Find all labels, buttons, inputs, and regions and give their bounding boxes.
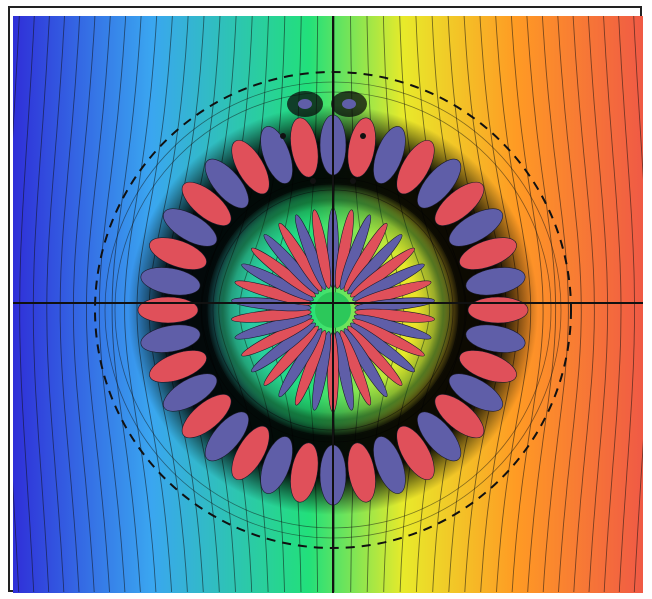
outer-lobe <box>204 158 249 209</box>
outer-lobe <box>137 296 199 324</box>
inner-lobe <box>353 314 432 340</box>
outer-lobe <box>149 350 207 383</box>
inner-lobe <box>294 214 327 290</box>
outer-lobe <box>459 350 517 383</box>
inner-lobe <box>241 318 314 357</box>
inner-lobe <box>350 247 415 298</box>
outer-lobe <box>260 126 293 184</box>
inner-lobe <box>251 322 316 373</box>
outer-lobe <box>290 117 319 178</box>
outer-lobe <box>465 324 526 353</box>
contour-line <box>633 16 643 593</box>
inner-lobe <box>347 234 403 295</box>
outer-lobe <box>434 181 485 226</box>
outer-lobe <box>149 237 207 270</box>
outer-lobe <box>373 436 406 494</box>
inner-lobe <box>334 209 354 289</box>
inner-lobe <box>294 330 327 406</box>
inner-lobe <box>350 322 415 373</box>
inner-lobe <box>234 314 313 340</box>
outer-lobe <box>448 208 503 247</box>
field-plot <box>13 16 643 593</box>
inner-lobe <box>352 318 425 357</box>
inner-lobe-ring <box>231 207 435 413</box>
outer-lobe <box>163 373 218 412</box>
outer-lobe <box>417 411 462 462</box>
outer-lobe <box>465 267 526 296</box>
inner-lobe <box>263 325 319 386</box>
top-pair-lobe <box>342 99 356 109</box>
inner-lobe <box>278 222 323 292</box>
dot-marker <box>310 178 316 184</box>
outer-lobe <box>231 425 270 480</box>
inner-lobe <box>354 308 435 323</box>
inner-lobe <box>339 330 372 406</box>
outer-lobe <box>290 442 319 503</box>
inner-lobe <box>312 331 332 411</box>
outer-lobe <box>373 126 406 184</box>
dot-marker <box>280 133 286 139</box>
inner-lobe <box>312 209 332 289</box>
outer-lobe <box>260 436 293 494</box>
inner-lobe <box>278 328 323 398</box>
outer-lobe <box>181 181 232 226</box>
outer-lobe <box>163 208 218 247</box>
outer-lobe <box>396 425 435 480</box>
inner-lobe <box>241 263 314 302</box>
outer-lobe <box>448 373 503 412</box>
inner-lobe <box>339 214 372 290</box>
inner-lobe <box>352 263 425 302</box>
inner-lobe <box>343 222 388 292</box>
inner-lobe <box>334 331 354 411</box>
top-features <box>280 91 367 184</box>
outer-lobe <box>181 394 232 439</box>
inner-lobe <box>343 328 388 398</box>
outer-lobe <box>347 117 376 178</box>
outer-lobe <box>396 140 435 195</box>
outer-lobe <box>417 158 462 209</box>
outer-lobe <box>434 394 485 439</box>
outer-lobe <box>459 237 517 270</box>
outer-lobe <box>231 140 270 195</box>
outer-lobe <box>467 296 529 324</box>
dot-marker <box>350 178 356 184</box>
outer-lobe-ring <box>137 114 529 506</box>
inner-lobe <box>231 308 312 323</box>
dot-marker <box>360 133 366 139</box>
inner-lobe <box>251 247 316 298</box>
top-pair-lobe <box>298 99 312 109</box>
inner-lobe <box>347 325 403 386</box>
outer-lobe <box>140 267 201 296</box>
outer-lobe <box>347 442 376 503</box>
outer-lobe <box>204 411 249 462</box>
inner-lobe <box>231 297 312 312</box>
inner-lobe <box>263 234 319 295</box>
contour-line <box>13 16 20 593</box>
outer-lobe <box>140 324 201 353</box>
inner-lobe <box>354 297 435 312</box>
